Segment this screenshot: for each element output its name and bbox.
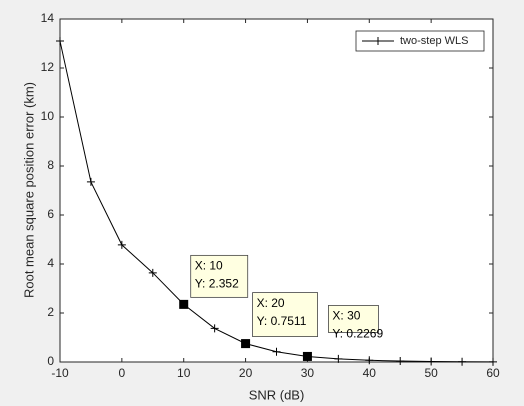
x-tick-label: 10 xyxy=(177,366,191,380)
point-marker xyxy=(148,268,157,277)
datatip-text: Y: 2.352 xyxy=(195,277,239,291)
datatip-marker xyxy=(241,339,251,349)
x-axis-label: SNR (dB) xyxy=(249,387,305,402)
point-marker xyxy=(365,356,374,365)
x-tick-label: 0 xyxy=(119,366,126,380)
datatip-box xyxy=(190,254,249,298)
point-marker xyxy=(458,357,467,366)
x-tick-label: 30 xyxy=(301,366,315,380)
x-tick-label: 50 xyxy=(424,366,438,380)
point-marker xyxy=(489,357,497,366)
y-axis-label: Root mean square position error (km) xyxy=(21,82,36,298)
point-marker xyxy=(210,324,219,333)
datatip-box xyxy=(328,305,379,333)
datatip-text: X: 10 xyxy=(195,259,223,273)
datatip-text: X: 20 xyxy=(257,296,285,310)
point-marker xyxy=(334,354,343,363)
datatip-text: X: 30 xyxy=(332,309,360,323)
legend-label: two-step WLS xyxy=(400,35,468,47)
legend-marker xyxy=(374,37,382,45)
x-tick-label: -10 xyxy=(51,366,69,380)
datatip-box xyxy=(252,292,318,337)
datatip-marker xyxy=(302,351,312,361)
point-marker xyxy=(427,357,436,366)
y-tick-label: 6 xyxy=(47,207,54,221)
datatip-text: Y: 0.2269 xyxy=(332,327,383,341)
legend-box xyxy=(355,30,485,52)
x-tick-label: 40 xyxy=(363,366,377,380)
y-tick-label: 14 xyxy=(41,11,55,25)
point-marker xyxy=(396,357,405,366)
point-marker xyxy=(86,177,95,186)
point-marker xyxy=(56,37,64,46)
point-marker xyxy=(272,347,281,356)
y-tick-label: 0 xyxy=(47,354,54,368)
y-tick-label: 8 xyxy=(47,158,54,172)
x-tick-label: 20 xyxy=(239,366,253,380)
y-tick-label: 10 xyxy=(41,109,55,123)
y-tick-label: 12 xyxy=(41,60,55,74)
datatip-text: Y: 0.7511 xyxy=(257,314,307,328)
y-tick-label: 4 xyxy=(47,256,54,270)
datatip-marker xyxy=(179,299,189,309)
y-tick-label: 2 xyxy=(47,305,54,319)
point-marker xyxy=(117,240,126,249)
axes-box xyxy=(59,18,494,363)
x-tick-label: 60 xyxy=(486,366,500,380)
